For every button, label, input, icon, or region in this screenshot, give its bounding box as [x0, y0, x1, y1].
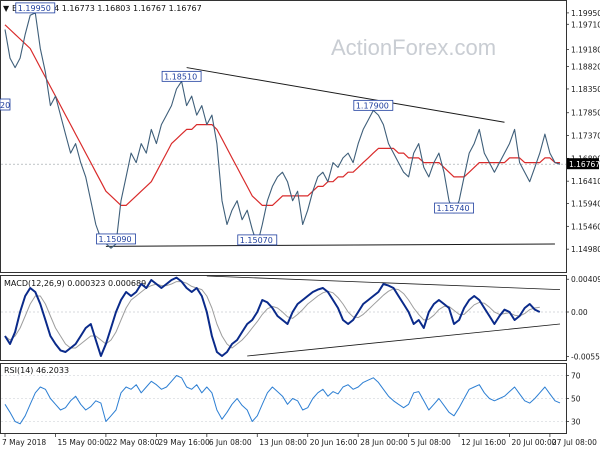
rsi-y-tick-label: 70	[571, 372, 581, 381]
current-price-label: 1.16767	[569, 160, 600, 169]
price-line	[4, 12, 561, 249]
moving-average-line	[4, 24, 560, 206]
x-tick-label: 13 Jun 08:00	[259, 438, 307, 447]
price-header-arrow: ▼	[3, 4, 10, 13]
macd-header: MACD(12,26,9) 0.000323 0.000689	[4, 279, 146, 288]
rsi-y-tick-label: 30	[571, 418, 581, 427]
x-tick-label: 15 May 00:00	[57, 438, 109, 447]
price-annotation-box	[161, 70, 202, 82]
price-y-tick-label: 1.15940	[571, 200, 600, 209]
x-tick-label: 22 May 08:00	[108, 438, 160, 447]
rsi-header: RSI(14) 46.2033	[4, 366, 69, 375]
price-y-tick-label: 1.19180	[571, 45, 600, 54]
x-tick-label: 12 Jul 16:00	[461, 438, 506, 447]
price-y-tick-label: 1.17850	[571, 109, 600, 118]
x-axis: 7 May 2018 15 May 00:00 22 May 08:00 29 May…	[2, 433, 597, 447]
x-tick-label: 27 Jul 08:00	[552, 438, 597, 447]
rsi-line	[4, 375, 561, 425]
price-y-tick-label: 1.16410	[571, 177, 600, 186]
price-y-tick-label: 1.18350	[571, 85, 600, 94]
macd-y-tick-label: 0.00	[571, 308, 588, 317]
price-annotation-label: 1.15740	[437, 204, 470, 213]
left-edge-label: 20	[0, 101, 10, 110]
price-annotation-box	[96, 233, 136, 245]
x-tick-label: 6 Jun 08:00	[209, 438, 252, 447]
rsi-layer: 70 50 30	[1, 372, 581, 427]
price-y-tick-label: 1.18820	[571, 63, 600, 72]
macd-main-line	[4, 276, 541, 357]
x-tick-label: 20 Jul 00:00	[512, 438, 557, 447]
price-trendline	[186, 67, 505, 123]
price-layer: 1.19950 1.19710 1.19180 1.18820 1.18350 1.178…	[1, 2, 600, 254]
price-annotation-box	[353, 99, 394, 111]
price-annotation-box	[237, 234, 278, 246]
macd-trendline	[247, 323, 561, 357]
macd-y-tick-label: 0.004094	[571, 275, 600, 284]
price-annotation-box	[434, 202, 474, 214]
price-y-tick-label: 1.19710	[571, 20, 600, 29]
price-y-tick-label: 1.17370	[571, 132, 600, 141]
price-panel-frame	[0, 0, 567, 273]
x-tick-label: 20 Jun 16:00	[310, 438, 358, 447]
current-price-box	[567, 158, 599, 170]
x-tick-label: 5 Jul 08:00	[411, 438, 451, 447]
macd-trendline	[206, 275, 561, 290]
macd-layer: 0.004094 0.00 -0.005568	[1, 275, 600, 362]
price-annotation-label: 1.15070	[240, 236, 273, 245]
watermark: ActionForex.com	[331, 35, 496, 60]
macd-panel-frame	[0, 275, 567, 361]
price-y-tick-label: 1.14980	[571, 245, 600, 254]
price-annotation-label: 1.19950	[18, 4, 51, 13]
price-y-tick-label: 1.19950	[571, 9, 600, 18]
x-tick-label: 28 Jun 00:00	[360, 438, 408, 447]
macd-signal-line	[4, 281, 540, 349]
x-tick-label: 7 May 2018	[2, 438, 46, 447]
price-annotation-label: 1.15090	[99, 235, 132, 244]
price-annotation-box	[15, 2, 56, 14]
left-edge-label-box	[0, 98, 11, 111]
macd-y-tick-label: -0.005568	[571, 353, 600, 362]
price-header: EURUSD,H4 1.16773 1.16803 1.16767 1.1676…	[12, 4, 202, 13]
price-y-tick-label: 1.15460	[571, 222, 600, 231]
price-trendline	[105, 243, 555, 247]
rsi-y-tick-label: 50	[571, 395, 581, 404]
x-tick-label: 29 May 16:00	[158, 438, 210, 447]
price-annotation-label: 1.17900	[356, 101, 389, 110]
price-annotation-label: 1.18510	[164, 72, 197, 81]
